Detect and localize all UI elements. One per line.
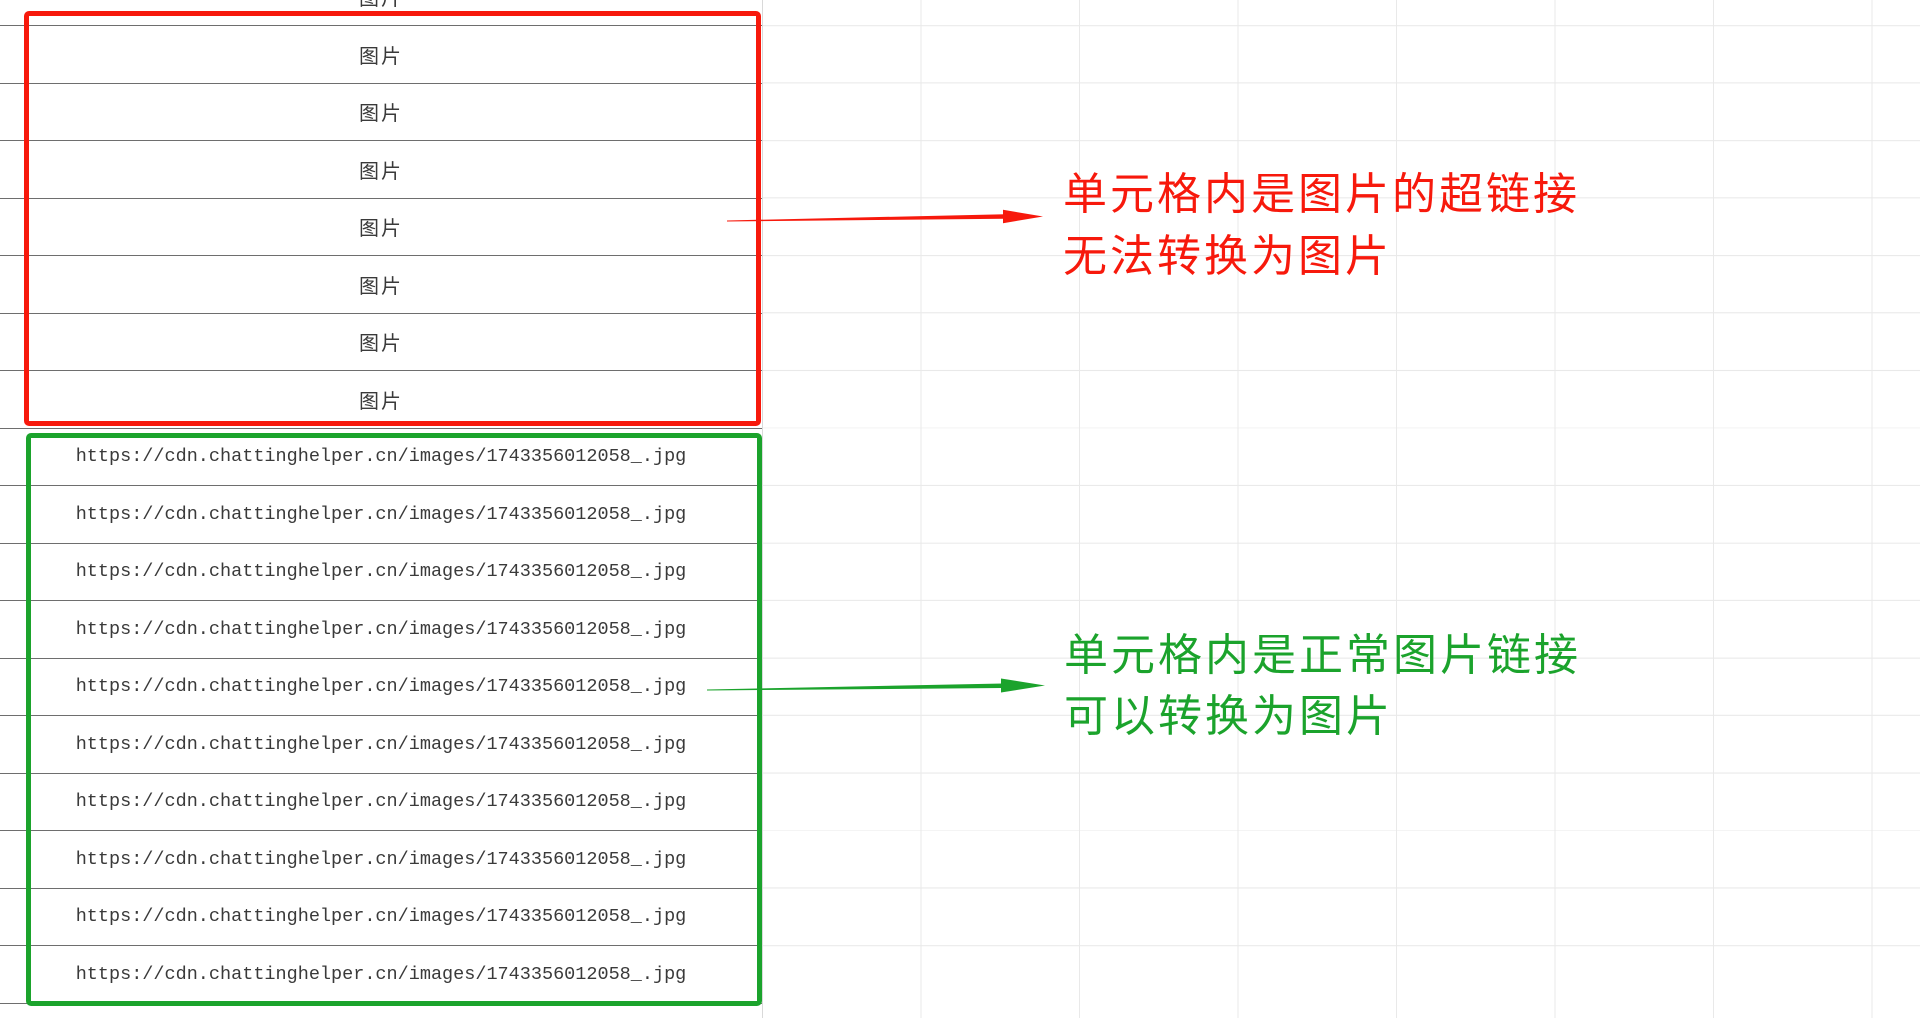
red-annotation-line1: 单元格内是图片的超链接 — [1063, 170, 1580, 219]
url-cell[interactable]: https://cdn.chattinghelper.cn/images/174… — [0, 601, 762, 659]
red-annotation-box — [24, 11, 761, 426]
url-cell[interactable]: https://cdn.chattinghelper.cn/images/174… — [0, 716, 762, 774]
url-cell[interactable]: https://cdn.chattinghelper.cn/images/174… — [0, 774, 762, 831]
green-arrow-icon — [693, 665, 1063, 709]
url-cell-group: https://cdn.chattinghelper.cn/images/174… — [0, 429, 762, 1004]
url-cell[interactable]: https://cdn.chattinghelper.cn/images/174… — [0, 831, 762, 889]
red-arrow-icon — [695, 197, 1065, 239]
hyperlink-cell-group: 图片 图片 图片 图片 图片 图片 图片 图片 — [0, 0, 762, 429]
green-annotation-line1: 单元格内是正常图片链接 — [1064, 631, 1581, 680]
red-annotation-line2: 无法转换为图片 — [1063, 232, 1392, 281]
green-annotation-box — [26, 433, 762, 1006]
spreadsheet-column: 图片 图片 图片 图片 图片 图片 图片 图片 https://cdn.chat… — [0, 0, 763, 1018]
hyperlink-cell[interactable]: 图片 — [0, 141, 762, 199]
hyperlink-cell[interactable]: 图片 — [0, 199, 762, 256]
url-cell[interactable]: https://cdn.chattinghelper.cn/images/174… — [0, 486, 762, 544]
green-annotation-text: 单元格内是正常图片链接 可以转换为图片 — [1064, 625, 1581, 747]
hyperlink-cell[interactable]: 图片 — [0, 314, 762, 371]
green-annotation-line2: 可以转换为图片 — [1064, 692, 1393, 741]
url-cell[interactable]: https://cdn.chattinghelper.cn/images/174… — [0, 544, 762, 601]
url-cell[interactable]: https://cdn.chattinghelper.cn/images/174… — [0, 889, 762, 946]
red-annotation-text: 单元格内是图片的超链接 无法转换为图片 — [1063, 164, 1580, 288]
hyperlink-cell[interactable]: 图片 — [0, 256, 762, 314]
hyperlink-cell[interactable]: 图片 — [0, 0, 762, 26]
url-cell[interactable]: https://cdn.chattinghelper.cn/images/174… — [0, 659, 762, 716]
spreadsheet-gridlines — [763, 0, 1920, 1018]
url-cell[interactable]: https://cdn.chattinghelper.cn/images/174… — [0, 429, 762, 486]
hyperlink-cell[interactable]: 图片 — [0, 371, 762, 429]
hyperlink-cell[interactable]: 图片 — [0, 84, 762, 141]
hyperlink-cell[interactable]: 图片 — [0, 26, 762, 84]
